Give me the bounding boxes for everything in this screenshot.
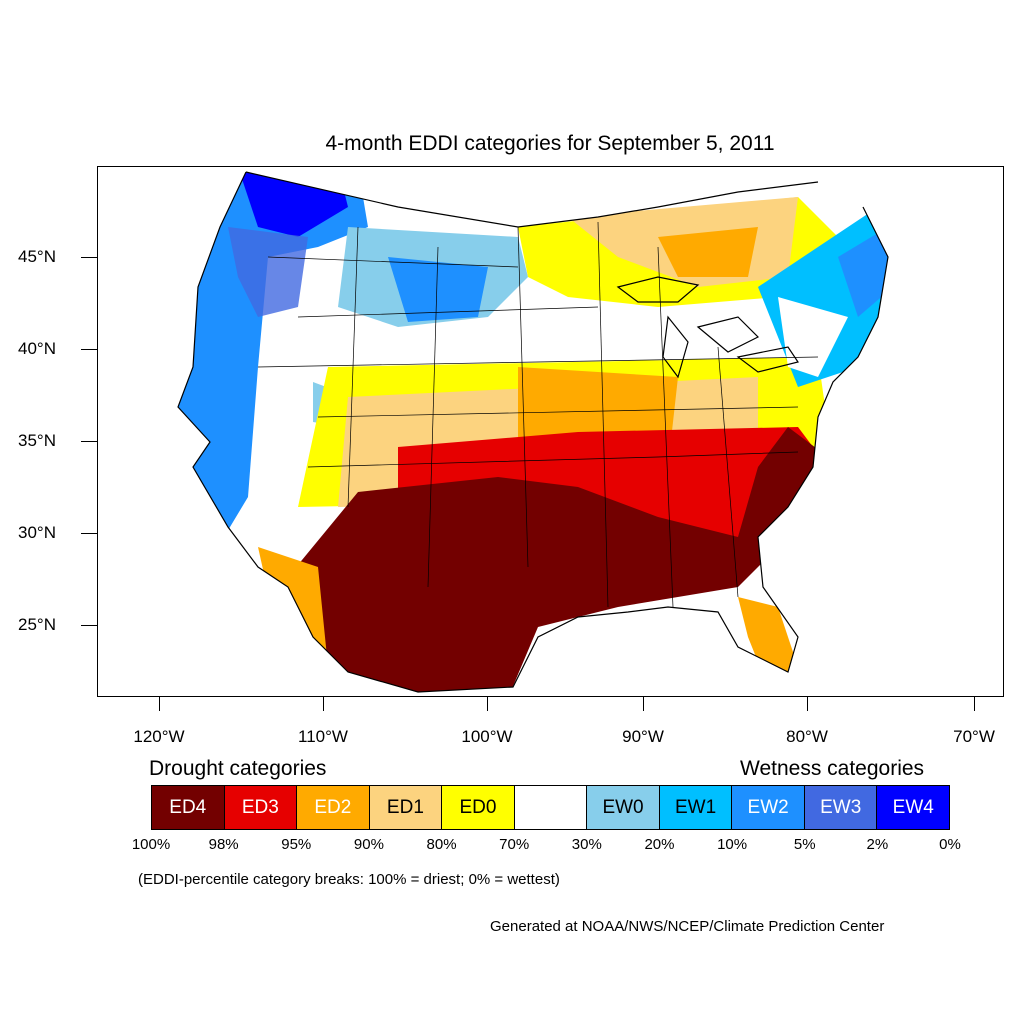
legend-box-ed2: ED2 bbox=[297, 786, 370, 829]
legend-box-neutral bbox=[514, 786, 588, 829]
map-title: 4-month EDDI categories for September 5,… bbox=[325, 132, 775, 155]
percentile-label: 70% bbox=[499, 836, 530, 853]
lon-tick-70 bbox=[974, 697, 975, 711]
state-borders bbox=[257, 221, 819, 608]
lon-tick-90 bbox=[643, 697, 644, 711]
percentile-label: 0% bbox=[939, 836, 961, 853]
lon-tick-110 bbox=[323, 697, 324, 711]
percentile-label: 20% bbox=[644, 836, 675, 853]
lon-tick-80 bbox=[807, 697, 808, 711]
percentile-label: 98% bbox=[208, 836, 239, 853]
coastlines bbox=[177, 171, 889, 693]
lat-label-25: 25°N bbox=[18, 615, 56, 634]
legend-box-ew0: EW0 bbox=[587, 786, 660, 829]
lon-label-120: 120°W bbox=[133, 727, 185, 746]
legend-box-ew2: EW2 bbox=[732, 786, 805, 829]
lat-tick-25 bbox=[81, 625, 97, 626]
legend-colorbar: ED4 ED3 ED2 ED1 ED0 EW0 EW1 EW2 EW3 EW4 bbox=[151, 785, 950, 830]
lat-label-30: 30°N bbox=[18, 523, 56, 542]
legend-box-ed3: ED3 bbox=[224, 786, 298, 829]
drought-heading: Drought categories bbox=[149, 757, 327, 780]
lat-tick-35 bbox=[81, 441, 97, 442]
percentile-label: 2% bbox=[866, 836, 889, 853]
percentile-label: 95% bbox=[281, 836, 312, 853]
lon-label-110: 110°W bbox=[298, 727, 348, 746]
legend-box-ew4: EW4 bbox=[877, 786, 950, 829]
lon-label-100: 100°W bbox=[461, 727, 513, 746]
lat-label-40: 40°N bbox=[18, 339, 56, 358]
lon-tick-120 bbox=[159, 697, 160, 711]
percentile-label: 5% bbox=[793, 836, 816, 853]
percentile-label: 10% bbox=[717, 836, 748, 853]
credit-line: Generated at NOAA/NWS/NCEP/Climate Predi… bbox=[490, 918, 885, 935]
lat-tick-45 bbox=[81, 257, 97, 258]
lat-label-35: 35°N bbox=[18, 431, 56, 450]
lat-tick-30 bbox=[81, 533, 97, 534]
percentile-label: 80% bbox=[426, 836, 457, 853]
percentile-label: 30% bbox=[571, 836, 602, 853]
percentile-label: 100% bbox=[131, 836, 171, 853]
lon-label-70: 70°W bbox=[953, 727, 995, 746]
legend-box-ed0: ED0 bbox=[442, 786, 515, 829]
legend-box-ew3: EW3 bbox=[804, 786, 878, 829]
lon-label-90: 90°W bbox=[622, 727, 664, 746]
lon-label-80: 80°W bbox=[786, 727, 828, 746]
eddi-map bbox=[97, 166, 1004, 697]
legend-note: (EDDI-percentile category breaks: 100% =… bbox=[138, 871, 560, 888]
lat-tick-40 bbox=[81, 349, 97, 350]
lon-tick-100 bbox=[487, 697, 488, 711]
lat-label-45: 45°N bbox=[18, 247, 56, 266]
wetness-heading: Wetness categories bbox=[740, 757, 925, 780]
legend-box-ed1: ED1 bbox=[369, 786, 443, 829]
category-fields bbox=[178, 172, 888, 692]
percentile-label: 90% bbox=[353, 836, 384, 853]
legend-box-ew1: EW1 bbox=[659, 786, 733, 829]
legend-box-ed4: ED4 bbox=[152, 786, 225, 829]
